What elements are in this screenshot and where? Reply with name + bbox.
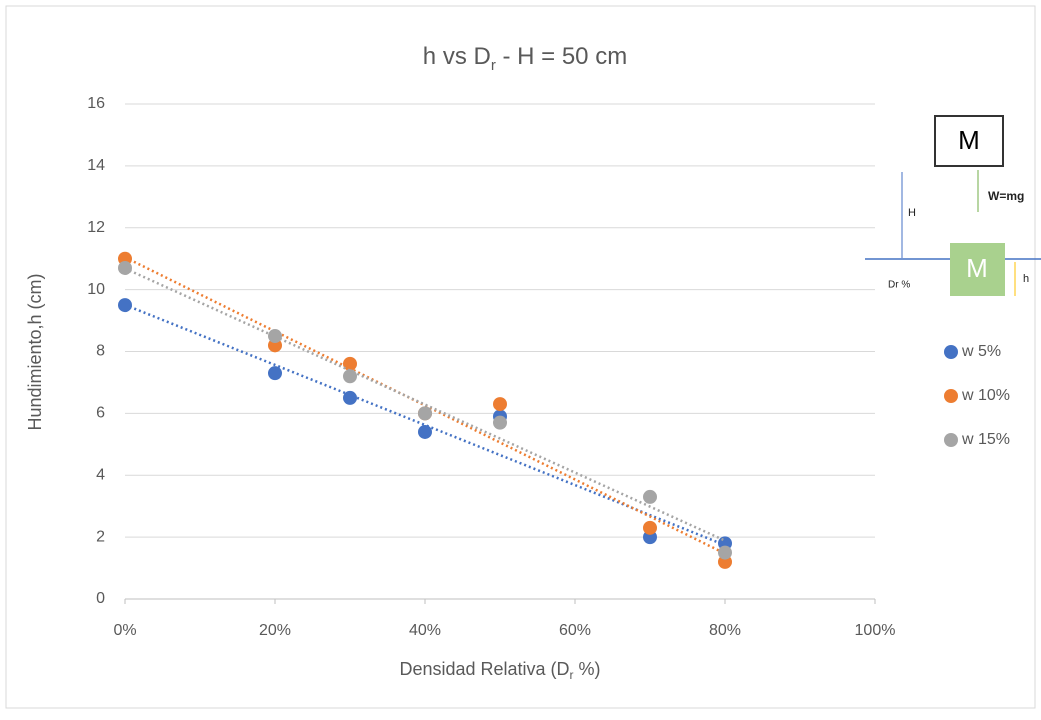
point bbox=[493, 397, 507, 412]
y-tick-label: 4 bbox=[96, 466, 105, 483]
title-part: - H = 50 cm bbox=[496, 43, 627, 70]
inset-diagram: M W=mg H M h Dr % bbox=[865, 115, 1041, 296]
x-axis-label: Densidad Relativa (Dr %) bbox=[399, 659, 600, 682]
x-tick-label: 60% bbox=[559, 622, 591, 639]
point bbox=[718, 545, 732, 560]
sunk-mass-box bbox=[950, 243, 1005, 296]
legend-marker bbox=[944, 433, 958, 447]
point bbox=[343, 356, 357, 371]
x-tick-label: 100% bbox=[855, 622, 896, 639]
y-tick-label: 0 bbox=[96, 590, 105, 607]
point bbox=[643, 520, 657, 535]
y-tick-label: 16 bbox=[87, 95, 105, 112]
legend-label: w 10% bbox=[961, 387, 1010, 404]
point bbox=[118, 298, 132, 313]
y-axis-label: Hundimiento,h (cm) bbox=[25, 273, 45, 430]
title-sub: r bbox=[491, 57, 496, 74]
y-tick-label: 10 bbox=[87, 281, 105, 298]
point bbox=[418, 406, 432, 421]
point bbox=[343, 390, 357, 405]
density-label: Dr % bbox=[888, 280, 910, 291]
point bbox=[268, 366, 282, 381]
x-label-sub: r bbox=[570, 668, 574, 682]
point bbox=[268, 329, 282, 344]
sunk-mass-label: M bbox=[966, 253, 988, 283]
y-tick-label: 8 bbox=[96, 343, 105, 360]
mass-box bbox=[934, 115, 1004, 167]
sink-label: h bbox=[1023, 273, 1029, 285]
y-tick-label: 14 bbox=[87, 157, 105, 174]
point bbox=[643, 489, 657, 504]
legend-label: w 5% bbox=[961, 343, 1001, 360]
legend-label: w 15% bbox=[961, 431, 1010, 448]
height-label: H bbox=[908, 207, 916, 219]
chart-title: h vs Dr - H = 50 cm bbox=[423, 43, 627, 74]
chart-border bbox=[5, 5, 1036, 709]
x-label-part: Densidad Relativa (D bbox=[399, 659, 569, 679]
legend-marker bbox=[944, 389, 958, 403]
weight-label: W=mg bbox=[988, 189, 1024, 203]
x-label-part: %) bbox=[574, 659, 601, 679]
plot-area: 0 2 4 6 8 10 12 14 16 0% 20% 40% 60% 80% 100% w 5% w 10%… bbox=[87, 95, 1010, 639]
y-tick-label: 6 bbox=[96, 405, 105, 422]
mass-label: M bbox=[958, 125, 980, 155]
point bbox=[343, 369, 357, 384]
x-tick-label: 80% bbox=[709, 622, 741, 639]
x-tick-label: 0% bbox=[113, 622, 136, 639]
point bbox=[418, 424, 432, 439]
x-tick-label: 40% bbox=[409, 622, 441, 639]
legend-marker bbox=[944, 345, 958, 359]
y-tick-label: 2 bbox=[96, 528, 105, 545]
trendline bbox=[124, 256, 726, 555]
point bbox=[118, 260, 132, 275]
title-part: h vs D bbox=[423, 43, 491, 70]
x-tick-label: 20% bbox=[259, 622, 291, 639]
point bbox=[493, 415, 507, 430]
y-tick-label: 12 bbox=[87, 219, 105, 236]
